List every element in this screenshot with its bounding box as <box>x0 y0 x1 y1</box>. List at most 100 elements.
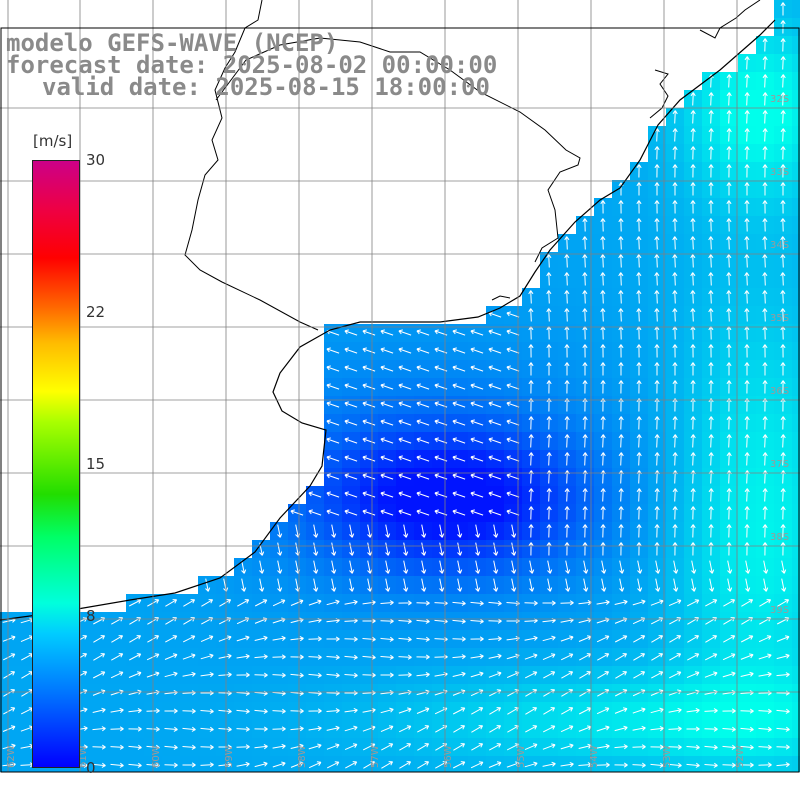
wind-arrow <box>528 290 534 304</box>
wind-arrow <box>708 272 714 286</box>
lat-lon-grid <box>0 0 800 773</box>
wind-arrow <box>561 707 574 715</box>
wind-arrow <box>690 182 696 196</box>
wind-arrow <box>722 653 736 661</box>
wind-arrow <box>582 524 588 538</box>
wind-arrow <box>708 308 714 322</box>
wind-arrow <box>758 653 772 660</box>
wind-arrow <box>380 509 394 516</box>
wind-speed-cell <box>792 576 800 595</box>
wind-arrow <box>600 434 606 448</box>
wind-arrow <box>452 401 466 408</box>
wind-arrow <box>218 653 232 659</box>
wind-speed-cell <box>792 468 800 487</box>
wind-arrow <box>636 452 642 466</box>
wind-arrow <box>529 560 535 574</box>
wind-arrow <box>669 653 682 661</box>
wind-arrow <box>326 725 340 731</box>
wind-arrow <box>762 128 768 142</box>
wind-arrow <box>704 708 718 714</box>
wind-speed-cell <box>792 0 800 19</box>
wind-vectors <box>2 2 790 769</box>
wind-arrow <box>543 689 556 697</box>
wind-arrow <box>618 542 624 556</box>
wind-arrow <box>596 707 610 715</box>
wind-arrow <box>362 654 376 660</box>
wind-arrow <box>489 743 502 751</box>
wind-arrow <box>2 635 16 642</box>
lon-label: 57W <box>370 745 381 768</box>
wind-arrow <box>762 146 768 160</box>
wind-arrow <box>780 308 786 322</box>
wind-arrow <box>308 509 322 516</box>
borders <box>184 0 761 331</box>
wind-arrow <box>345 761 358 769</box>
wind-arrow <box>349 524 355 538</box>
wind-arrow <box>632 744 646 750</box>
wind-arrow <box>654 434 660 448</box>
wind-arrow <box>290 599 304 606</box>
wind-arrow <box>672 452 678 466</box>
wind-arrow <box>398 600 412 606</box>
wind-arrow <box>398 473 412 480</box>
wind-arrow <box>762 38 768 52</box>
wind-arrow <box>362 509 376 516</box>
wind-arrow <box>272 599 286 607</box>
wind-arrow <box>762 380 768 394</box>
wind-arrow <box>313 578 319 592</box>
wind-arrow <box>578 707 592 715</box>
wind-arrow <box>290 708 304 714</box>
wind-arrow <box>524 743 538 751</box>
wind-arrow <box>780 56 786 70</box>
wind-arrow <box>349 560 355 574</box>
wind-arrow <box>669 635 682 643</box>
colorbar-tick-8: 8 <box>86 607 96 625</box>
wind-arrow <box>744 56 750 70</box>
wind-arrow <box>600 380 606 394</box>
wind-speed-cell <box>792 270 800 289</box>
wind-arrow <box>398 455 412 462</box>
wind-arrow <box>511 542 517 556</box>
wind-arrow <box>726 110 732 124</box>
wind-arrow <box>780 506 786 520</box>
wind-arrow <box>726 434 732 448</box>
wind-arrow <box>708 164 714 178</box>
wind-arrow <box>182 744 196 750</box>
wind-arrow <box>272 761 286 768</box>
wind-arrow <box>416 600 430 606</box>
wind-arrow <box>708 92 714 106</box>
wind-arrow <box>362 419 376 426</box>
wind-arrow <box>780 488 786 502</box>
wind-speed-cell <box>792 702 800 721</box>
wind-arrow <box>618 380 624 394</box>
wind-arrow <box>385 578 391 592</box>
wind-arrow <box>561 689 574 697</box>
wind-arrow <box>128 671 142 678</box>
forecast-date: forecast date: 2025-08-02 00:00:00 <box>6 51 498 79</box>
wind-arrow <box>470 419 484 426</box>
wind-arrow <box>452 437 466 444</box>
wind-arrow <box>308 636 322 642</box>
wind-arrow <box>636 272 642 286</box>
wind-arrow <box>708 200 714 214</box>
wind-arrow <box>344 401 358 408</box>
wind-arrow <box>726 344 732 358</box>
wind-arrow <box>326 636 340 642</box>
wind-arrow <box>182 653 196 660</box>
wind-speed-cell <box>792 432 800 451</box>
wind-arrow <box>780 2 786 16</box>
wind-arrow <box>560 725 574 733</box>
colorbar-tick-15: 15 <box>86 455 106 473</box>
wind-arrow <box>403 542 409 556</box>
wind-arrow <box>618 344 624 358</box>
wind-arrow <box>780 128 786 142</box>
wind-arrow <box>326 761 340 769</box>
wind-arrow <box>704 653 718 661</box>
wind-arrow <box>744 92 750 106</box>
wind-arrow <box>452 419 466 426</box>
wind-arrow <box>668 744 682 750</box>
wind-arrow <box>776 672 790 678</box>
wind-arrow <box>600 236 606 250</box>
wind-speed-cell <box>792 360 800 379</box>
